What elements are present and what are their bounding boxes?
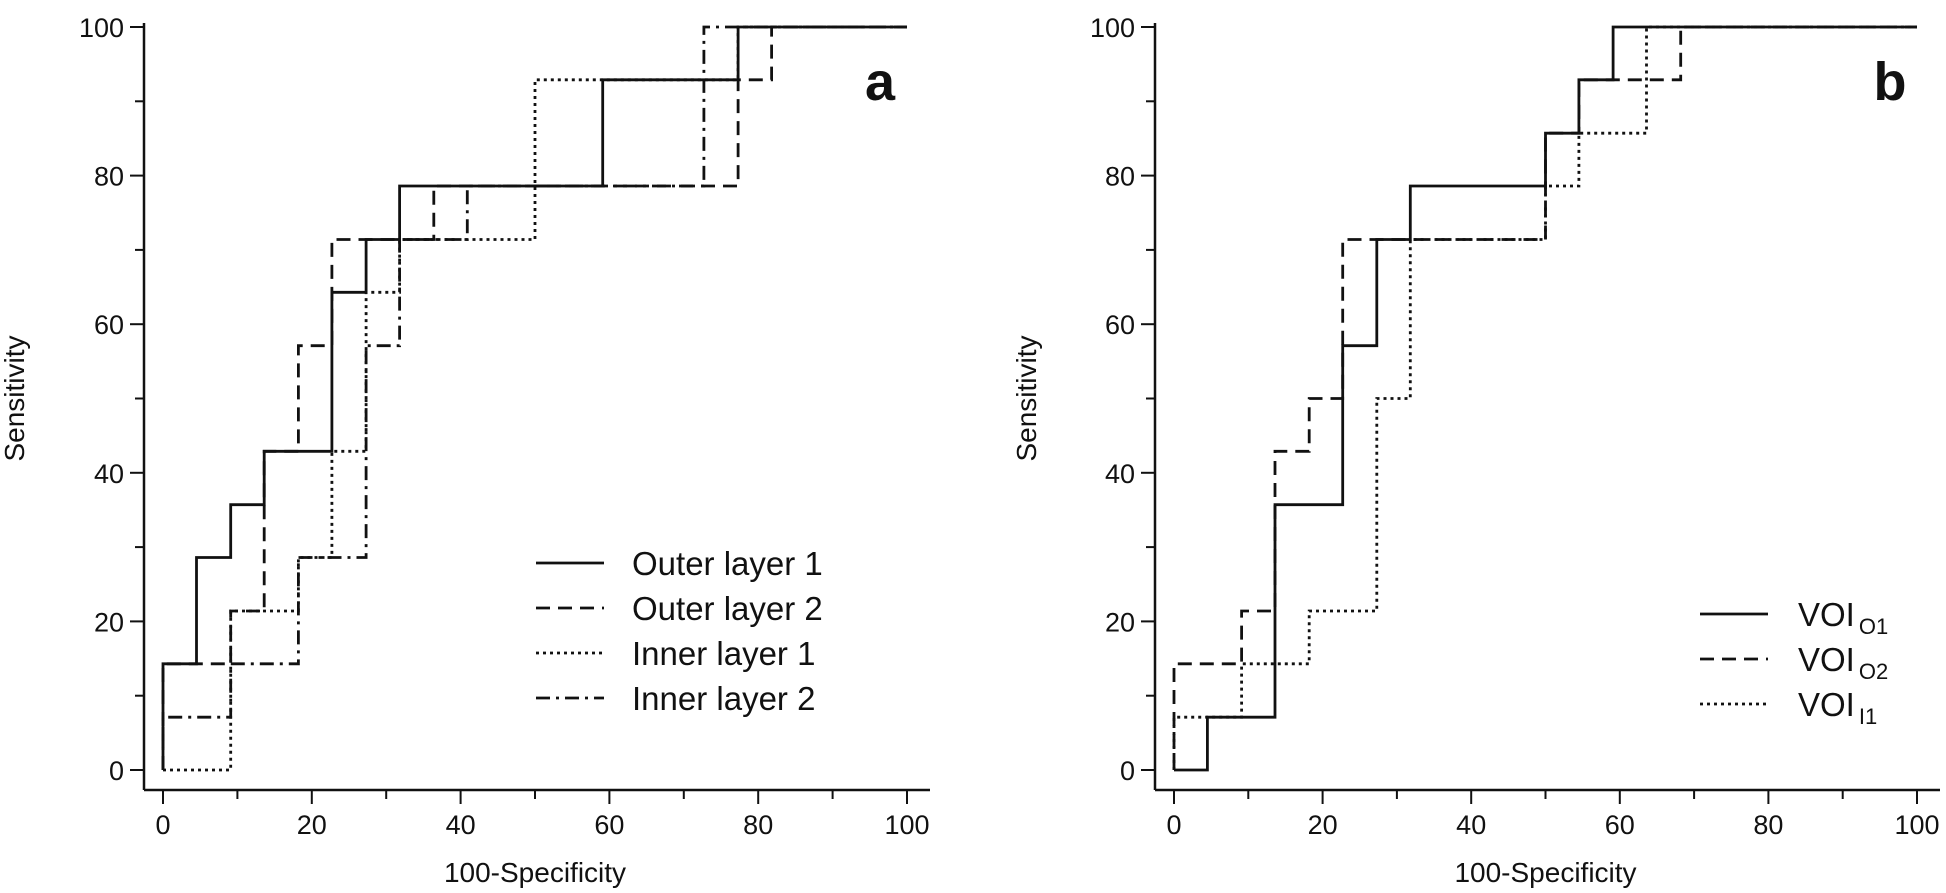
legend-label-3: Inner layer 1 [632,635,815,672]
x-tick-label: 80 [1753,810,1783,840]
series-line-2 [1172,25,1917,770]
x-axis-title: 100-Specificity [1454,857,1636,888]
legend-subscript: O1 [1859,614,1888,639]
y-axis-title: Sensitivity [1011,335,1042,461]
y-tick-label: 0 [1120,756,1135,786]
y-tick-label: 20 [94,607,124,637]
legend-subscript: O2 [1859,659,1888,684]
y-axis-title: Sensitivity [0,335,30,461]
series-line-2 [161,25,907,770]
y-tick-label: 40 [1105,459,1135,489]
legend-label-1: Outer layer 1 [632,545,823,582]
y-tick-label: 40 [94,459,124,489]
x-tick-label: 20 [1308,810,1338,840]
series-line-3 [1172,25,1917,770]
x-tick-label: 40 [1456,810,1486,840]
panel-letter: a [865,52,896,112]
legend: Outer layer 1 Outer layer 2 Inner layer 1 I… [536,545,823,717]
x-tick-label: 100 [1894,810,1939,840]
y-tick-label: 20 [1105,607,1135,637]
x-tick-label: 60 [594,810,624,840]
x-tick-label: 0 [1166,810,1181,840]
legend-label-4: Inner layer 2 [632,680,815,717]
legend-label-2: VOI O2 [1798,641,1888,684]
legend-subscript: I1 [1859,704,1877,729]
chart-panel-b: 0 20 40 60 80 100 0 20 40 60 80 100 100-Specificity S… [1011,13,1940,888]
x-tick-label: 60 [1605,810,1635,840]
legend-label-1: VOI O1 [1798,596,1888,639]
x-axis-title: 100-Specificity [444,857,626,888]
legend-label-2: Outer layer 2 [632,590,823,627]
y-tick-label: 60 [1105,310,1135,340]
y-tick-label: 80 [94,162,124,192]
series-line-4 [161,25,907,770]
x-tick-label: 80 [743,810,773,840]
y-tick-label: 60 [94,310,124,340]
legend-label-3: VOI I1 [1798,686,1877,729]
y-tick-label: 0 [109,756,124,786]
panel-letter: b [1874,52,1907,112]
y-tick-label: 80 [1105,162,1135,192]
x-tick-label: 20 [297,810,327,840]
chart-panel-a: 0 20 40 60 80 100 0 20 40 60 80 100 100-Specificity S… [0,13,930,888]
y-tick-label: 100 [1090,13,1135,43]
x-tick-label: 100 [884,810,929,840]
x-tick-label: 0 [155,810,170,840]
y-tick-label: 100 [79,13,124,43]
x-tick-label: 40 [446,810,476,840]
